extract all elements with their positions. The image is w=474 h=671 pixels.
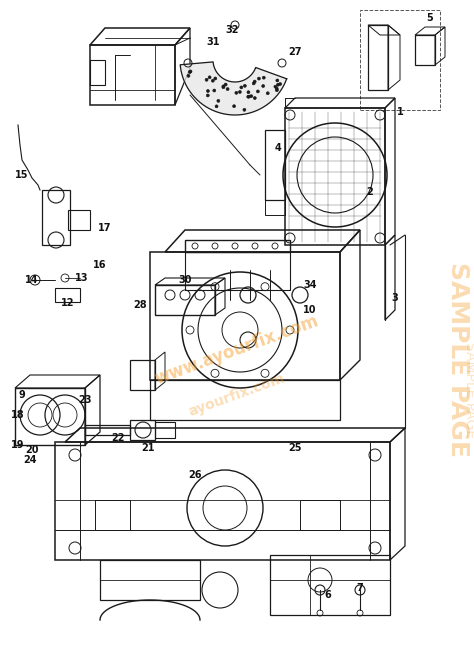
Text: 20: 20 — [25, 445, 39, 455]
Circle shape — [256, 90, 259, 93]
Circle shape — [214, 77, 217, 80]
Text: 30: 30 — [178, 275, 192, 285]
Text: 2: 2 — [366, 187, 374, 197]
Circle shape — [206, 94, 210, 97]
Text: 14: 14 — [25, 275, 39, 285]
Text: 31: 31 — [206, 37, 220, 47]
Circle shape — [238, 91, 241, 93]
Text: 13: 13 — [75, 273, 89, 283]
Circle shape — [208, 76, 211, 79]
Circle shape — [247, 91, 250, 94]
Text: 21: 21 — [141, 443, 155, 453]
Circle shape — [187, 74, 190, 77]
Text: 25: 25 — [288, 443, 302, 453]
Text: 23: 23 — [78, 395, 92, 405]
Circle shape — [279, 83, 282, 85]
Text: 1: 1 — [397, 107, 403, 117]
Circle shape — [217, 99, 220, 103]
Circle shape — [276, 79, 279, 82]
Text: ayourfix.com: ayourfix.com — [187, 371, 287, 419]
Text: 17: 17 — [98, 223, 112, 233]
Circle shape — [266, 92, 269, 95]
Circle shape — [222, 86, 225, 89]
Text: 24: 24 — [23, 455, 37, 465]
Text: 22: 22 — [111, 433, 125, 443]
Text: 34: 34 — [303, 280, 317, 290]
Circle shape — [275, 87, 278, 90]
Text: 19: 19 — [11, 440, 25, 450]
Circle shape — [215, 105, 218, 108]
Circle shape — [226, 87, 229, 91]
Circle shape — [275, 89, 278, 92]
Circle shape — [205, 79, 208, 81]
Text: 4: 4 — [274, 143, 282, 153]
Circle shape — [247, 95, 250, 98]
Text: 5: 5 — [427, 13, 433, 23]
Bar — [360, 10, 440, 110]
Circle shape — [213, 89, 216, 92]
Circle shape — [262, 76, 265, 79]
Text: 32: 32 — [225, 25, 239, 35]
Circle shape — [247, 95, 250, 98]
Circle shape — [262, 85, 264, 87]
Circle shape — [257, 77, 260, 80]
Text: 15: 15 — [15, 170, 29, 180]
Text: 18: 18 — [11, 410, 25, 420]
Circle shape — [224, 83, 227, 86]
Text: 12: 12 — [61, 298, 75, 308]
Text: 3: 3 — [392, 293, 398, 303]
Circle shape — [188, 70, 191, 74]
Text: 27: 27 — [288, 47, 302, 57]
Polygon shape — [180, 62, 287, 115]
Text: 28: 28 — [133, 300, 147, 310]
Text: 6: 6 — [325, 590, 331, 600]
Circle shape — [274, 85, 277, 88]
Circle shape — [222, 85, 225, 88]
Circle shape — [276, 83, 279, 87]
Text: 9: 9 — [18, 390, 26, 400]
Circle shape — [189, 70, 192, 73]
Text: 10: 10 — [303, 305, 317, 315]
Circle shape — [206, 89, 210, 93]
Text: 7: 7 — [356, 583, 364, 593]
Text: 26: 26 — [188, 470, 202, 480]
Circle shape — [240, 86, 243, 89]
Circle shape — [250, 95, 253, 98]
Text: SAMPLE PAGE: SAMPLE PAGE — [446, 262, 470, 458]
Text: SAMPLE PAGE: SAMPLE PAGE — [463, 342, 474, 438]
Circle shape — [235, 91, 238, 95]
Circle shape — [252, 82, 255, 85]
Text: 16: 16 — [93, 260, 107, 270]
Circle shape — [233, 105, 236, 107]
Circle shape — [243, 85, 246, 87]
Circle shape — [211, 79, 214, 83]
Circle shape — [253, 97, 256, 99]
Circle shape — [243, 108, 246, 111]
Circle shape — [253, 80, 256, 83]
Text: www.ayourfix.com: www.ayourfix.com — [153, 312, 321, 388]
